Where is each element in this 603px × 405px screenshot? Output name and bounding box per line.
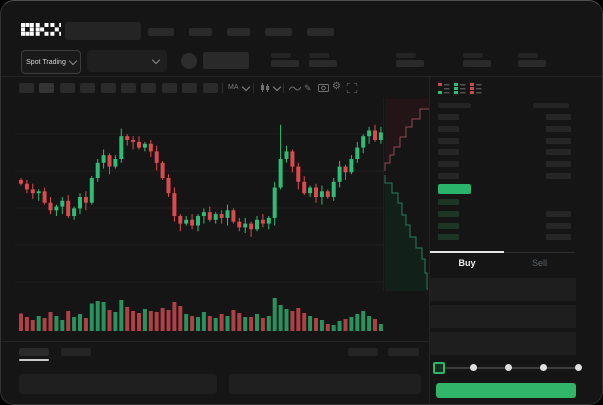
buy-submit-button[interactable] xyxy=(436,383,576,398)
ask-amount-placeholder xyxy=(546,149,571,156)
timeframe-button-8[interactable] xyxy=(161,83,177,93)
candlestick-chart[interactable] xyxy=(15,97,385,337)
chevron-down-icon[interactable] xyxy=(272,82,282,92)
toolbar-separator xyxy=(253,83,254,93)
stat-label-2 xyxy=(309,53,329,58)
ask-price-placeholder xyxy=(438,137,459,144)
buy-tab-underline xyxy=(430,251,504,253)
okx-logo xyxy=(21,23,61,36)
timeframe-button-4[interactable] xyxy=(80,83,96,93)
stat-value-1 xyxy=(271,60,299,67)
timeframe-button-3[interactable] xyxy=(59,83,75,93)
pencil-draw-icon[interactable]: ✎ xyxy=(304,83,312,93)
header-divider xyxy=(1,76,602,77)
nav-item-2[interactable] xyxy=(189,28,212,36)
expand-fullscreen-icon[interactable] xyxy=(347,83,357,93)
depth-divider xyxy=(383,97,384,291)
combined-book-icon[interactable] xyxy=(438,82,450,94)
bottom-tab-history[interactable] xyxy=(61,348,91,356)
bid-amount-placeholder xyxy=(546,222,571,229)
timeframe-button-6[interactable] xyxy=(121,83,136,93)
orderbook-header-price xyxy=(438,103,471,108)
bids-only-icon[interactable] xyxy=(454,82,466,94)
market-type-label: Spot Trading xyxy=(26,58,66,66)
ask-amount-placeholder xyxy=(546,114,571,120)
bid-price-placeholder xyxy=(438,234,459,241)
bottom-panel-left xyxy=(19,374,217,394)
last-price-highlight[interactable] xyxy=(438,184,471,194)
timeframe-button-2[interactable] xyxy=(39,83,55,93)
ask-price-placeholder xyxy=(438,114,459,120)
bid-price-placeholder xyxy=(438,199,459,205)
nav-item-4[interactable] xyxy=(265,28,292,36)
pair-selector-dropdown[interactable] xyxy=(87,50,167,72)
bid-price-placeholder xyxy=(438,210,459,217)
market-type-selector[interactable]: Spot Trading xyxy=(21,50,81,74)
order-field-1[interactable] xyxy=(430,278,576,301)
gear-settings-icon[interactable]: ⚙ xyxy=(332,81,341,92)
timeframe-button-10[interactable] xyxy=(202,83,218,93)
bottom-action-button-1[interactable] xyxy=(348,348,378,356)
bottom-tab-active-underline xyxy=(19,359,49,361)
ma-indicator-label[interactable]: MA xyxy=(228,84,239,91)
pair-name-placeholder[interactable] xyxy=(203,52,249,69)
stat-label-1 xyxy=(271,53,291,58)
chart-type-candles-icon[interactable] xyxy=(260,83,270,93)
panel-divider xyxy=(429,76,430,404)
tab-buy[interactable]: Buy xyxy=(458,258,476,268)
camera-icon[interactable] xyxy=(318,83,329,92)
ask-price-placeholder xyxy=(438,149,459,156)
orderbook-header-amount xyxy=(533,103,569,108)
bid-amount-placeholder xyxy=(546,234,571,241)
stat-label-4 xyxy=(463,53,483,58)
slider-handle[interactable] xyxy=(432,362,445,374)
nav-item-5[interactable] xyxy=(307,28,334,36)
slider-step-dot[interactable] xyxy=(504,364,512,371)
search-input[interactable] xyxy=(65,22,141,40)
timeframe-button-1[interactable] xyxy=(19,83,34,93)
bid-price-placeholder xyxy=(438,222,459,229)
stat-value-4 xyxy=(463,60,491,67)
ask-price-placeholder xyxy=(438,161,459,168)
slider-step-dot[interactable] xyxy=(574,364,582,371)
slider-step-dot[interactable] xyxy=(539,364,547,371)
stat-label-3 xyxy=(396,53,416,58)
amount-slider-track[interactable] xyxy=(432,362,582,374)
stat-value-3 xyxy=(396,60,424,67)
chevron-down-icon xyxy=(151,55,161,65)
stat-label-5 xyxy=(518,53,538,58)
slider-step-dot[interactable] xyxy=(469,364,477,371)
toolbar-separator xyxy=(222,83,223,93)
bottom-tab-orders[interactable] xyxy=(19,348,49,356)
nav-item-3[interactable] xyxy=(227,28,250,36)
order-field-3[interactable] xyxy=(430,332,576,355)
ask-price-placeholder xyxy=(438,125,459,132)
nav-item-1[interactable] xyxy=(148,28,174,36)
chevron-down-icon xyxy=(68,56,78,66)
ask-amount-placeholder xyxy=(546,137,571,144)
wave-line-icon[interactable] xyxy=(289,85,301,92)
bottom-divider xyxy=(1,341,429,342)
stat-value-5 xyxy=(518,60,546,67)
asks-only-icon[interactable] xyxy=(470,82,482,94)
orderbook-depth-chart xyxy=(384,99,429,291)
bottom-action-button-2[interactable] xyxy=(388,348,419,356)
ask-amount-placeholder xyxy=(546,161,571,168)
bid-amount-placeholder xyxy=(546,210,571,217)
tab-sell[interactable]: Sell xyxy=(531,258,547,268)
chevron-down-icon[interactable] xyxy=(241,82,251,92)
ask-amount-placeholder xyxy=(546,173,571,179)
sell-tab-underline xyxy=(504,252,575,253)
bottom-panel-right xyxy=(229,374,421,394)
timeframe-button-7[interactable] xyxy=(141,83,157,93)
toolbar-separator xyxy=(283,83,284,93)
timeframe-button-9[interactable] xyxy=(182,83,198,93)
timeframe-button-5[interactable] xyxy=(100,83,116,93)
ask-price-placeholder xyxy=(438,173,459,179)
ask-amount-placeholder xyxy=(546,125,571,132)
stat-value-2 xyxy=(309,60,337,67)
token-avatar xyxy=(181,53,197,69)
order-field-2[interactable] xyxy=(430,305,576,328)
